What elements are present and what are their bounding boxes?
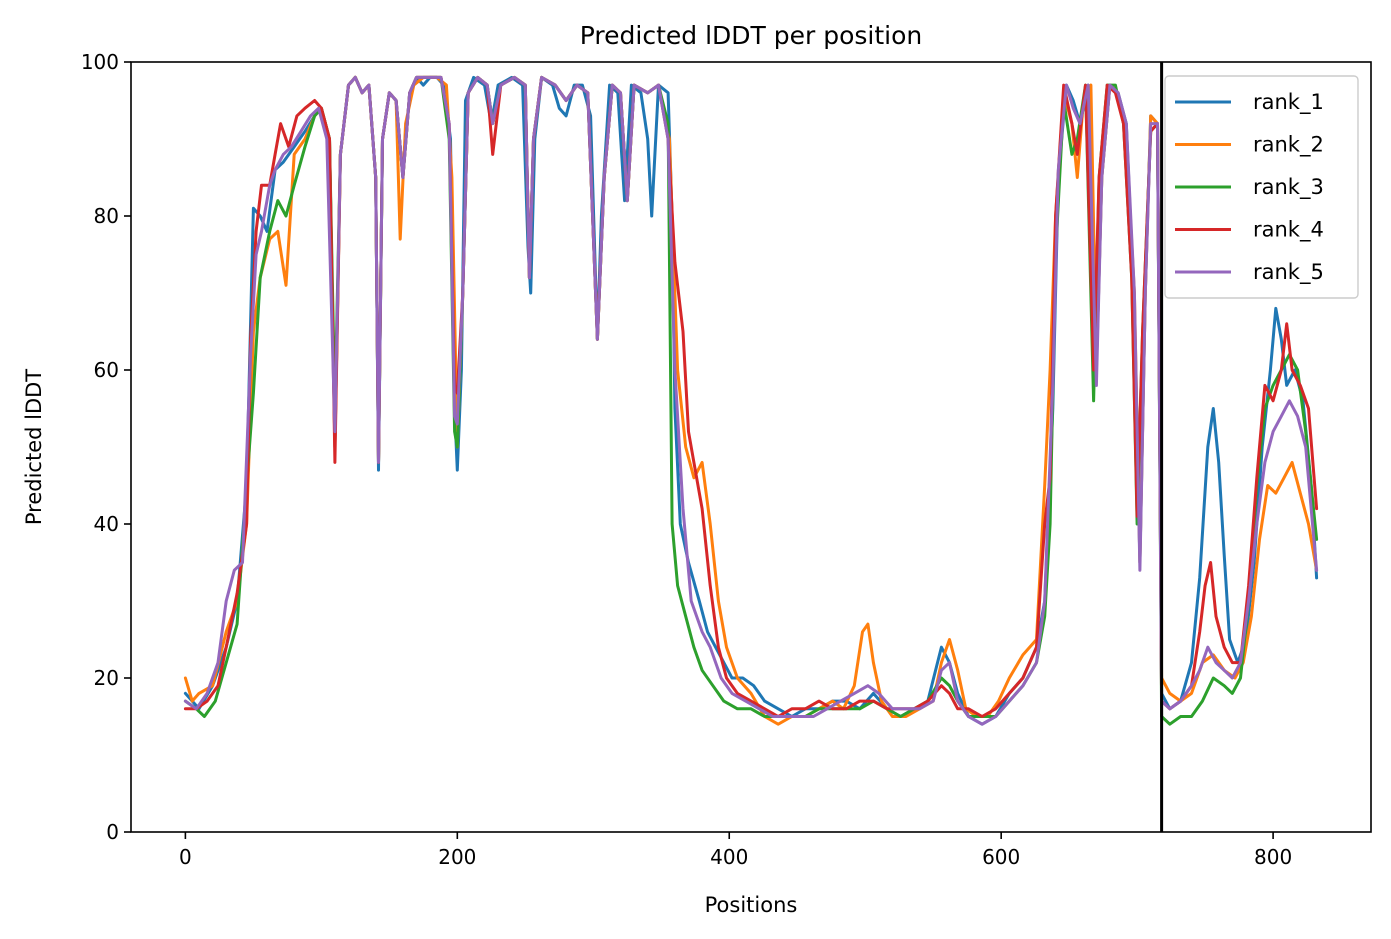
x-tick-label: 600 xyxy=(982,845,1020,869)
y-tick-label: 100 xyxy=(81,50,119,74)
y-tick-label: 40 xyxy=(94,512,119,536)
legend-label-rank_3: rank_3 xyxy=(1253,175,1324,200)
legend-label-rank_1: rank_1 xyxy=(1253,90,1324,115)
plot-area xyxy=(183,62,1319,832)
x-axis-title: Positions xyxy=(705,893,798,917)
y-tick-label: 80 xyxy=(94,204,119,228)
y-tick-label: 20 xyxy=(94,666,119,690)
legend-box xyxy=(1164,75,1359,299)
x-tick-label: 800 xyxy=(1254,845,1292,869)
y-tick-label: 60 xyxy=(94,358,119,382)
axes: 0 200 400 600 800 0 20 40 60 80 100 xyxy=(81,50,1372,869)
chart-title: Predicted lDDT per position xyxy=(580,21,922,50)
legend: rank_1 rank_2 rank_3 rank_4 rank_5 xyxy=(1164,75,1359,299)
legend-label-rank_5: rank_5 xyxy=(1253,260,1324,285)
x-tick-label: 400 xyxy=(710,845,748,869)
x-tick-label: 200 xyxy=(438,845,476,869)
legend-label-rank_4: rank_4 xyxy=(1253,218,1324,243)
y-tick-label: 0 xyxy=(106,820,119,844)
x-tick-label: 0 xyxy=(179,845,192,869)
y-axis-title: Predicted lDDT xyxy=(22,369,46,525)
legend-label-rank_2: rank_2 xyxy=(1253,133,1324,158)
axes-frame xyxy=(130,61,1372,833)
series-line-rank_5 xyxy=(183,75,1319,726)
